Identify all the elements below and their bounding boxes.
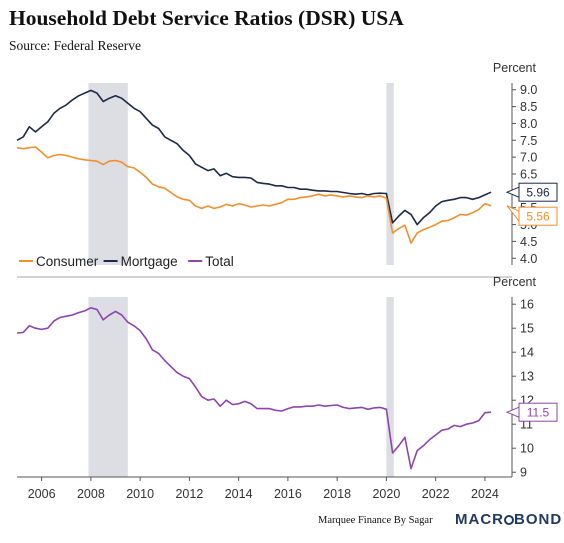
chart-source: Source: Federal Reserve bbox=[9, 38, 141, 53]
legend-label-mortgage: Mortgage bbox=[121, 254, 178, 269]
y-tick-label: 15 bbox=[520, 322, 534, 336]
end-label-box bbox=[518, 402, 558, 422]
recession-shade bbox=[88, 297, 128, 477]
y-tick-label: 4.0 bbox=[520, 252, 537, 266]
series-line-total bbox=[16, 306, 492, 470]
recession-shade bbox=[386, 297, 394, 477]
y-tick-label: 7.0 bbox=[520, 151, 537, 165]
recession-shade bbox=[88, 83, 128, 265]
end-label-value: 5.96 bbox=[526, 186, 550, 200]
x-tick-label: 2020 bbox=[372, 487, 400, 501]
footer-credit: Marquee Finance By Sagar bbox=[318, 515, 433, 526]
x-tick-label: 2010 bbox=[126, 487, 154, 501]
panel-top: Percent4.04.55.05.56.06.57.07.58.08.59.0… bbox=[16, 61, 558, 278]
end-label-value: 11.5 bbox=[527, 406, 550, 420]
macrobond-logo: MACR BOND bbox=[455, 511, 563, 528]
legend-label-consumer: Consumer bbox=[36, 254, 99, 269]
y-tick-label: 9 bbox=[520, 466, 527, 480]
y-axis-unit-label: Percent bbox=[493, 61, 537, 75]
end-label-pointer bbox=[505, 186, 520, 198]
y-tick-label: 14 bbox=[520, 346, 534, 360]
end-label-pointer bbox=[505, 406, 520, 418]
x-tick-label: 2012 bbox=[175, 487, 203, 501]
chart-title: Household Debt Service Ratios (DSR) USA bbox=[9, 6, 404, 30]
y-tick-label: 6.5 bbox=[520, 168, 537, 182]
series-line-consumer bbox=[16, 146, 492, 244]
y-axis-unit-label: Percent bbox=[493, 275, 537, 289]
y-tick-label: 10 bbox=[520, 442, 534, 456]
x-tick-label: 2024 bbox=[471, 487, 499, 501]
x-tick-label: 2018 bbox=[323, 487, 351, 501]
end-label-value: 5.56 bbox=[526, 210, 550, 224]
y-tick-label: 8.0 bbox=[520, 117, 537, 131]
y-tick-label: 4.5 bbox=[520, 235, 537, 249]
series-line-mortgage bbox=[16, 89, 492, 226]
x-tick-label: 2008 bbox=[77, 487, 105, 501]
x-tick-label: 2006 bbox=[28, 487, 56, 501]
x-tick-label: 2022 bbox=[422, 487, 450, 501]
legend: Consumer Mortgage Total bbox=[19, 254, 234, 269]
end-label-pointer bbox=[506, 205, 520, 223]
recession-shade bbox=[386, 83, 394, 265]
x-tick-label: 2014 bbox=[225, 487, 253, 501]
end-label-box bbox=[518, 182, 558, 202]
y-tick-label: 7.5 bbox=[520, 134, 537, 148]
legend-label-total: Total bbox=[205, 254, 234, 269]
y-tick-label: 9.0 bbox=[520, 83, 537, 97]
x-tick-label: 2016 bbox=[274, 487, 302, 501]
end-label-box bbox=[518, 206, 558, 226]
y-tick-label: 8.5 bbox=[520, 100, 537, 114]
y-tick-label: 16 bbox=[520, 298, 534, 312]
y-tick-label: 13 bbox=[520, 370, 534, 384]
